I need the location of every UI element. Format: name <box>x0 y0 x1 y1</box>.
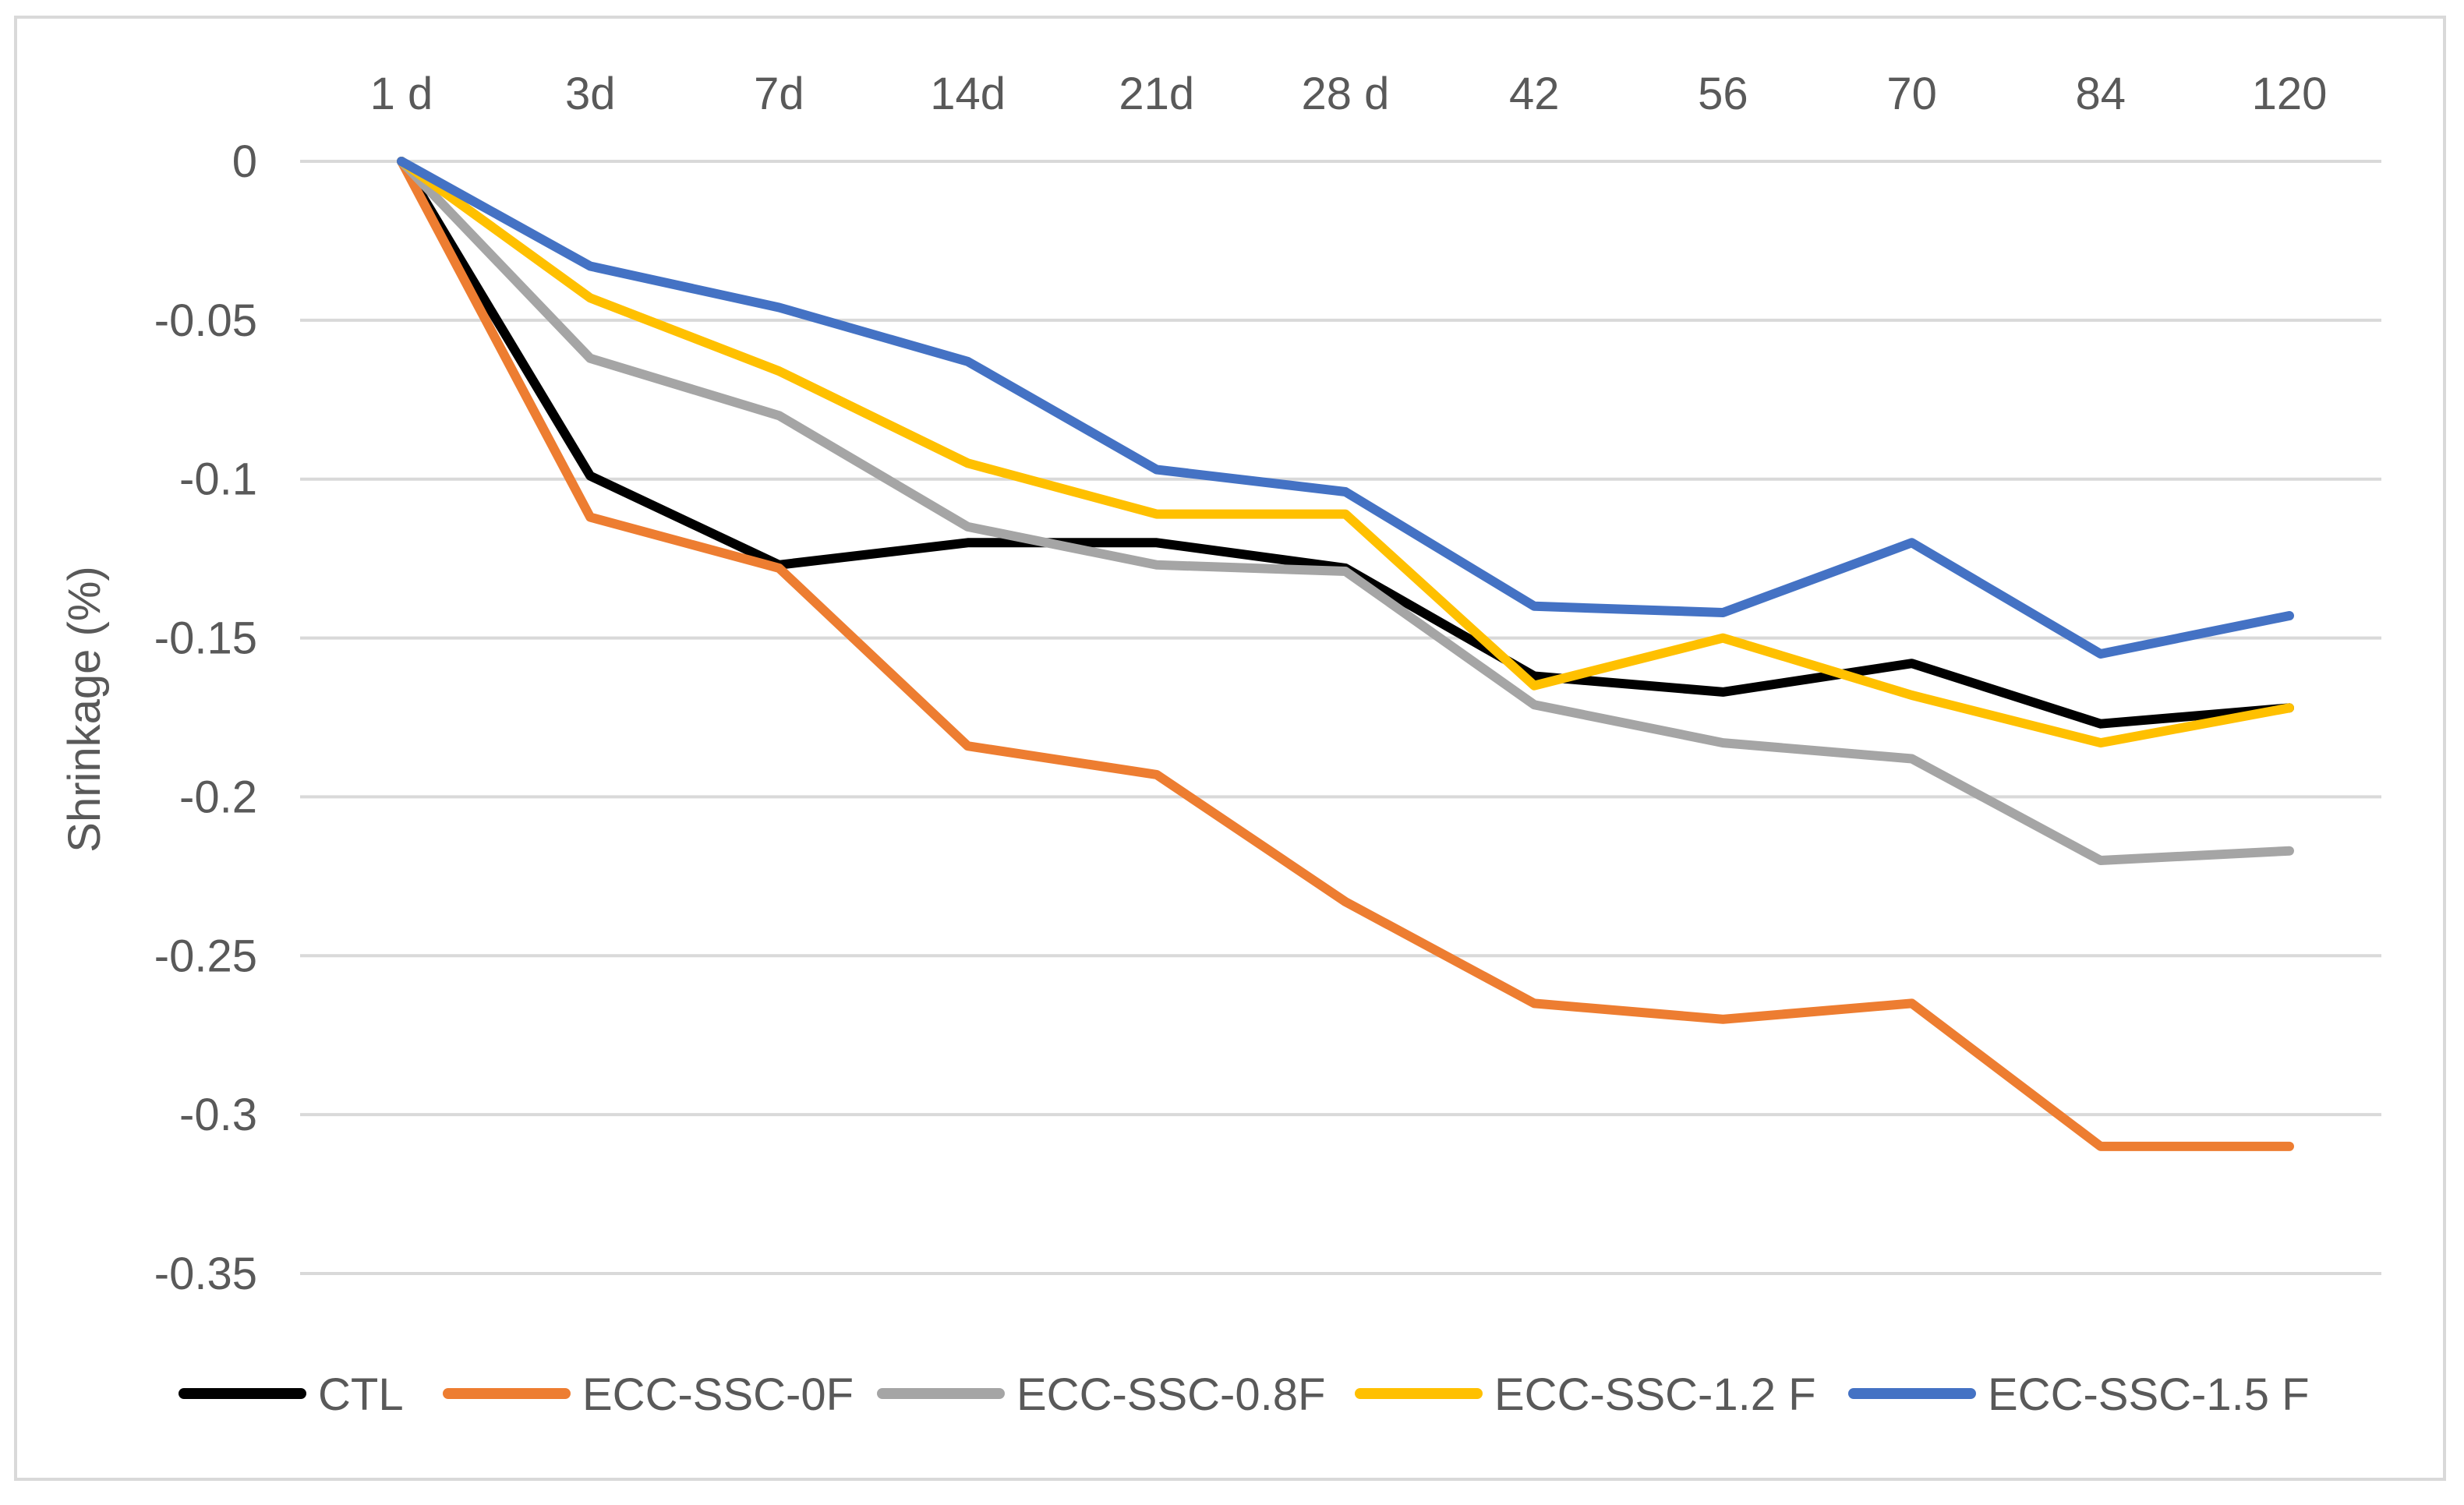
x-tick-label: 56 <box>1698 69 1748 119</box>
x-axis-tick-labels: 1 d 3d 7d 14d 21d 28 d 42 56 70 84 120 <box>370 69 2328 119</box>
x-tick-label: 1 d <box>370 69 433 119</box>
y-tick-label: -0.05 <box>154 295 257 346</box>
y-tick-label: -0.3 <box>179 1090 257 1140</box>
series-line-ecc-ssc-0f <box>397 157 2294 1151</box>
y-tick-label: 0 <box>232 136 257 187</box>
x-tick-label: 7d <box>754 69 804 119</box>
y-tick-label: -0.25 <box>154 931 257 981</box>
series-line-ecc-ssc-0-8f <box>397 157 2294 865</box>
x-tick-label: 42 <box>1509 69 1560 119</box>
series-line-ecc-ssc-1-5-f <box>397 157 2294 659</box>
legend-label: CTL <box>318 1369 404 1420</box>
series-lines <box>397 157 2294 1151</box>
x-tick-label: 28 d <box>1302 69 1390 119</box>
x-tick-label: 120 <box>2252 69 2328 119</box>
y-axis-tick-labels: 0 -0.05 -0.1 -0.15 -0.2 -0.25 -0.3 -0.35 <box>154 136 257 1299</box>
x-tick-label: 14d <box>930 69 1006 119</box>
y-tick-label: -0.1 <box>179 454 257 505</box>
x-tick-label: 84 <box>2076 69 2126 119</box>
x-tick-label: 3d <box>565 69 616 119</box>
legend-label: ECC-SSC-0.8F <box>1016 1369 1325 1420</box>
x-tick-label: 70 <box>1886 69 1937 119</box>
legend-label: ECC-SSC-1.2 F <box>1494 1369 1816 1420</box>
x-tick-label: 21d <box>1119 69 1194 119</box>
y-tick-label: -0.15 <box>154 613 257 664</box>
legend-label: ECC-SSC-0F <box>582 1369 854 1420</box>
chart-frame <box>14 16 2446 1481</box>
y-tick-label: -0.2 <box>179 772 257 822</box>
legend: CTL ECC-SSC-0F ECC-SSC-0.8F ECC-SSC-1.2 F EC… <box>179 1369 2310 1420</box>
series-line-ecc-ssc-1-2-f <box>397 157 2294 748</box>
legend-label: ECC-SSC-1.5 F <box>1988 1369 2310 1420</box>
y-tick-label: -0.35 <box>154 1249 257 1299</box>
y-axis-title: Shrinkage (%) <box>59 566 110 852</box>
